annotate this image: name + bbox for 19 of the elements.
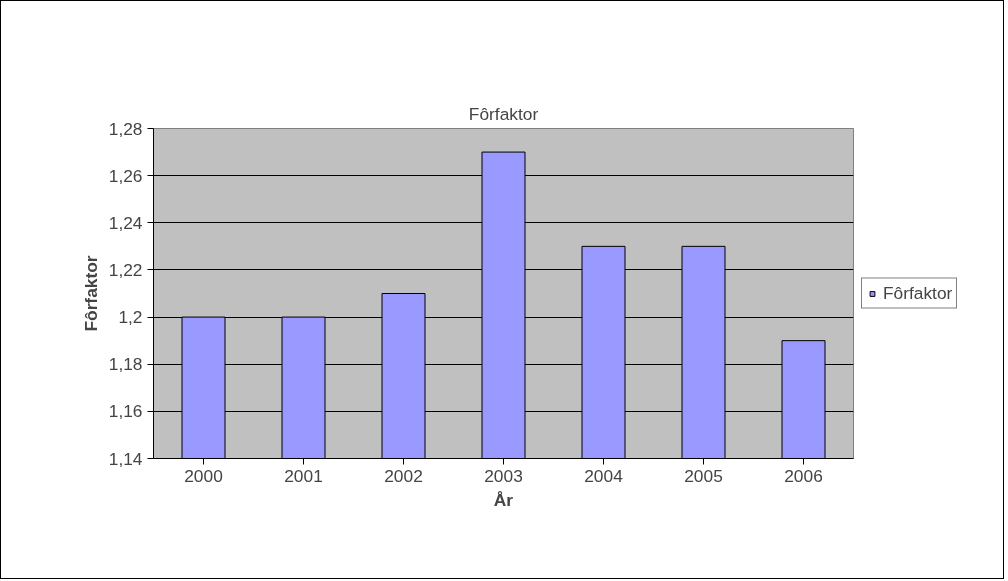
x-tick-label: 2000	[184, 465, 223, 486]
y-tick-label: 1,14	[108, 448, 143, 469]
x-tick-label: 2005	[684, 465, 723, 486]
x-tick-label: 2002	[384, 465, 423, 486]
x-tick-label: 2003	[484, 465, 523, 486]
y-tick-label: 1,18	[108, 354, 143, 375]
y-tick-label: 1,2	[118, 307, 143, 328]
y-tick-label: 1,26	[108, 165, 143, 186]
y-tick-label: 1,22	[108, 259, 143, 280]
y-axis-title: Fôrfaktor	[80, 255, 101, 332]
y-tick-label: 1,16	[108, 401, 143, 422]
y-tick-label: 1,24	[108, 212, 143, 233]
y-tick-label: 1,28	[108, 118, 143, 139]
chart-title: Fôrfaktor	[468, 103, 539, 124]
x-axis-title: År	[493, 489, 514, 510]
x-tick-label: 2004	[584, 465, 624, 486]
x-tick-label: 2001	[284, 465, 323, 486]
legend-label: Fôrfaktor	[883, 282, 953, 304]
x-tick-label: 2006	[784, 465, 823, 486]
